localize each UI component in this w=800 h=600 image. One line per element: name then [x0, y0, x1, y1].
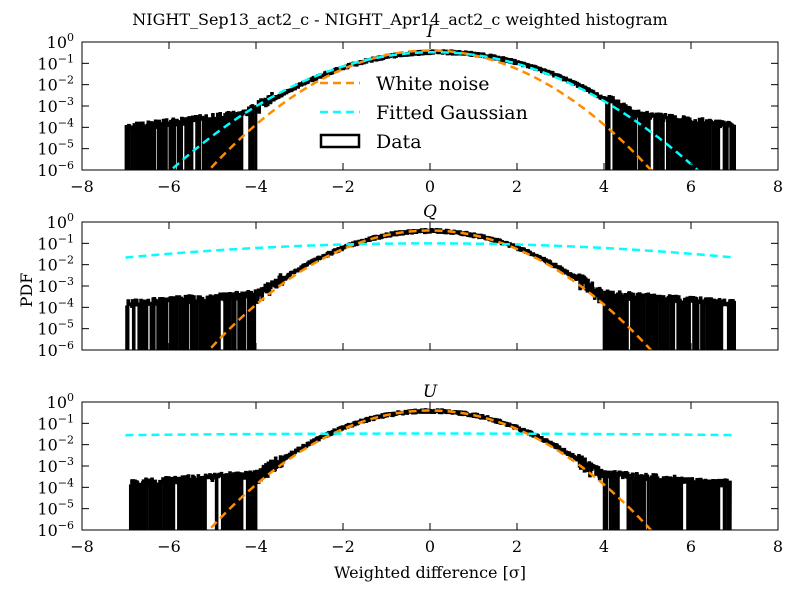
x-tick-label: −2 [331, 537, 355, 556]
x-tick-label: −8 [70, 537, 94, 556]
x-tick-label: 4 [599, 537, 609, 556]
x-tick-label: 8 [773, 537, 783, 556]
y-tick-label: 10−4 [37, 296, 74, 317]
y-tick-label: 100 [47, 31, 74, 52]
subplot-U: −8 −6 −4 −2 0 2 4 6 8 10010−110−210−310−410−510−6… [37, 382, 783, 556]
y-tick-label: 10−6 [37, 339, 74, 360]
legend-swatch-data [319, 133, 361, 149]
y-tick-label: 10−5 [37, 318, 74, 339]
x-tick-label: −6 [157, 177, 181, 196]
x-tick-label: 2 [512, 537, 522, 556]
legend: White noise Fitted Gaussian Data [319, 73, 528, 153]
white-noise-curve-I [207, 49, 653, 170]
x-tick-label: 4 [599, 177, 609, 196]
y-tick-label: 10−5 [37, 138, 74, 159]
x-tick-label: 0 [425, 177, 435, 196]
x-tick-label: 6 [686, 537, 696, 556]
x-tick-label: −8 [70, 177, 94, 196]
x-tick-label: −4 [244, 537, 268, 556]
x-tick-label: −6 [157, 537, 181, 556]
x-tick-label: 2 [512, 177, 522, 196]
y-tick-label: 10−2 [37, 74, 74, 95]
fitted-gaussian-curve-Q [125, 242, 735, 259]
y-tick-label: 10−3 [37, 95, 74, 116]
subplot-title-I: I [426, 22, 434, 42]
subplot-title-U: U [423, 382, 438, 402]
x-tick-label: −4 [244, 177, 268, 196]
x-tick-label: 8 [773, 177, 783, 196]
plot-area-Q [125, 228, 736, 350]
y-tick-label: 10−6 [37, 519, 74, 540]
y-axis-label: PDF [17, 273, 36, 308]
white-noise-curve-Q [207, 229, 653, 350]
y-tick-label: 10−4 [37, 476, 74, 497]
y-tick-label: 10−6 [37, 159, 74, 180]
x-tick-label: −2 [331, 177, 355, 196]
y-tick-label: 10−2 [37, 254, 74, 275]
x-tick-label: 6 [686, 177, 696, 196]
data-histogram-U [128, 408, 732, 530]
legend-label: Fitted Gaussian [376, 102, 528, 124]
white-noise-curve-U [207, 409, 653, 530]
legend-label: Data [376, 131, 422, 153]
legend-label: White noise [376, 73, 490, 95]
y-tick-label: 10−3 [37, 455, 74, 476]
y-tick-label: 10−5 [37, 498, 74, 519]
x-axis-label: Weighted difference [σ] [334, 563, 526, 582]
subplot-I: −8 −6 −4 −2 0 2 4 6 8 10010−110−210−310−410−510−6… [37, 22, 783, 196]
y-tick-label: 10−4 [37, 116, 74, 137]
figure-suptitle: NIGHT_Sep13_act2_c - NIGHT_Apr14_act2_c … [132, 10, 667, 29]
fitted-gaussian-curve-U [125, 432, 735, 437]
y-tick-label: 10−2 [37, 434, 74, 455]
y-tick-label: 100 [47, 391, 74, 412]
y-tick-label: 10−3 [37, 275, 74, 296]
y-tick-label: 10−1 [37, 232, 74, 253]
fitted-gaussian-curve-I [169, 50, 700, 170]
plot-area-I [124, 49, 736, 170]
data-histogram-Q [125, 228, 736, 350]
y-tick-label: 10−1 [37, 52, 74, 73]
plot-area-U [125, 408, 735, 530]
panels-group: −8 −6 −4 −2 0 2 4 6 810010−110−210−310−410−510−6… [37, 22, 783, 556]
x-tick-label: 0 [425, 537, 435, 556]
y-tick-label: 100 [47, 211, 74, 232]
subplot-title-Q: Q [423, 202, 437, 222]
y-tick-label: 10−1 [37, 412, 74, 433]
